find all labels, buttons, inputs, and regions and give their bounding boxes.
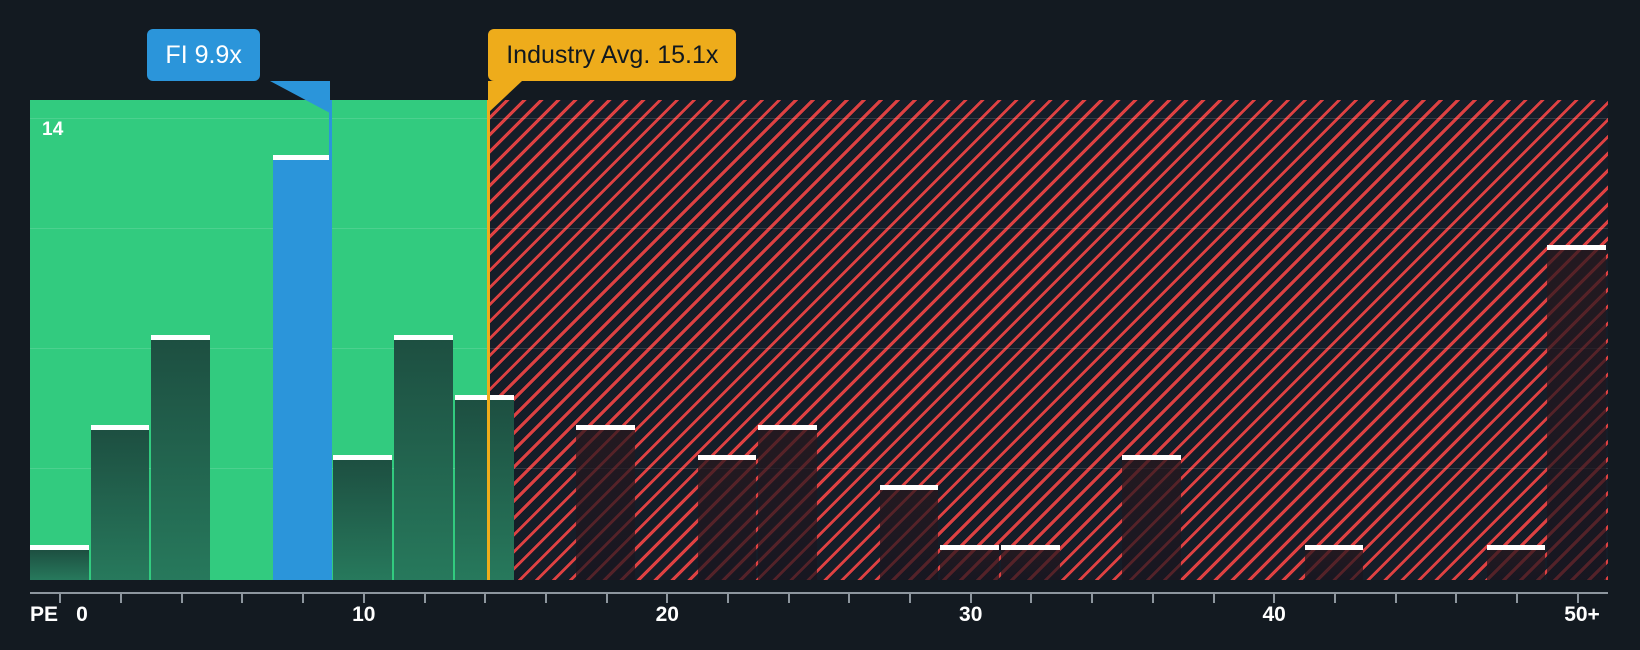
x-tick [1333, 592, 1336, 603]
x-tick [423, 592, 426, 603]
overvalued-band [488, 100, 1608, 580]
x-tick [605, 592, 608, 603]
bar-24-26[interactable] [758, 425, 817, 580]
x-tick [969, 592, 972, 603]
x-tick [1091, 592, 1094, 603]
bar-cap [1122, 455, 1182, 460]
industry-avg-callout-tail [488, 81, 523, 113]
x-axis-line [30, 592, 1608, 594]
x-tick [787, 592, 790, 603]
industry-avg-callout-label: Industry Avg. 15.1x [506, 40, 719, 69]
bar-cap [90, 425, 150, 430]
x-tick [1394, 592, 1397, 603]
bar-cap [1547, 245, 1606, 250]
fi-callout[interactable]: FI 9.9x [147, 29, 260, 81]
x-tick [302, 592, 305, 603]
bar-8-10[interactable] [272, 155, 332, 580]
x-tick [180, 592, 183, 603]
bar-2-4[interactable] [90, 425, 150, 580]
bar-48-50[interactable] [1486, 545, 1546, 580]
bar-cap [879, 485, 939, 490]
bar-cap [1486, 545, 1546, 550]
bar-4-6[interactable] [151, 335, 211, 580]
bar-cap [697, 455, 757, 460]
x-tick [1576, 592, 1579, 603]
x-tick [848, 592, 851, 603]
x-tick-label-10: 10 [352, 603, 376, 626]
bar-28-30[interactable] [879, 485, 939, 580]
x-tick [726, 592, 729, 603]
x-tick [544, 592, 547, 603]
bar-12-14[interactable] [394, 335, 453, 580]
x-tick-label-30: 30 [959, 603, 983, 626]
x-tick-label-50plus: 50+ [1564, 603, 1600, 626]
bar-42-44[interactable] [1304, 545, 1364, 580]
plot-area [30, 100, 1608, 580]
fi-callout-tail [270, 81, 331, 113]
bar-36-38[interactable] [1122, 455, 1182, 580]
bar-cap [454, 395, 514, 400]
x-tick-label-40: 40 [1262, 603, 1286, 626]
x-tick [1515, 592, 1518, 603]
bar-cap [394, 335, 453, 340]
bar-0-2[interactable] [30, 545, 89, 580]
bar-cap [576, 425, 635, 430]
x-tick [59, 592, 62, 603]
x-tick-label-0: 0 [76, 603, 88, 626]
x-tick [1030, 592, 1033, 603]
x-tick [241, 592, 244, 603]
bar-cap [758, 425, 817, 430]
bar-cap [1001, 545, 1060, 550]
bar-32-34[interactable] [1001, 545, 1060, 580]
bar-cap [333, 455, 393, 460]
x-tick [666, 592, 669, 603]
bar-cap [1304, 545, 1364, 550]
x-tick-label-20: 20 [655, 603, 679, 626]
bar-cap [940, 545, 1000, 550]
bar-10-12[interactable] [333, 455, 393, 580]
x-axis-title: PE [30, 603, 59, 626]
bar-cap [151, 335, 211, 340]
x-tick [909, 592, 912, 603]
x-tick [362, 592, 365, 603]
fi-marker-line [329, 100, 333, 580]
fi-callout-label: FI 9.9x [165, 40, 242, 69]
y-max-value-label: 14 [42, 119, 64, 140]
bar-50+[interactable] [1547, 245, 1606, 580]
x-tick [1151, 592, 1154, 603]
bar-18-20[interactable] [576, 425, 635, 580]
industry-avg-marker-line [487, 100, 491, 580]
x-tick [484, 592, 487, 603]
bar-22-24[interactable] [697, 455, 757, 580]
industry-avg-callout[interactable]: Industry Avg. 15.1x [488, 29, 737, 81]
x-tick [120, 592, 123, 603]
x-tick [1273, 592, 1276, 603]
x-tick [1212, 592, 1215, 603]
x-tick [1455, 592, 1458, 603]
bar-14-16[interactable] [454, 395, 514, 580]
bar-cap [272, 155, 332, 160]
bar-cap [30, 545, 89, 550]
bar-30-32[interactable] [940, 545, 1000, 580]
